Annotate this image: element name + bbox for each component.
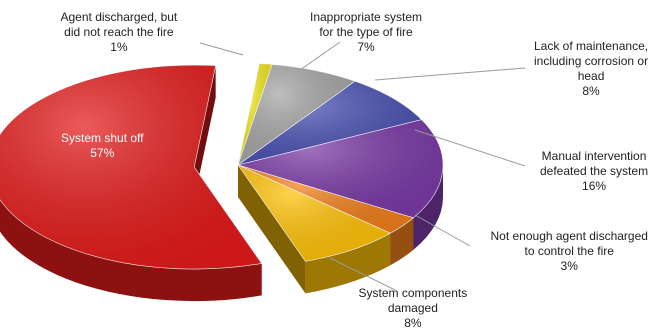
slice-label-value: 1%: [110, 40, 128, 54]
slice-label-name: Lack of maintenance,: [534, 39, 649, 53]
slice-label: Manual intervention defeated the system 16…: [540, 149, 648, 194]
slice-shine: [238, 81, 422, 165]
slice-label-value: 57%: [90, 146, 115, 160]
slice-label-name: Not enough agent discharged: [490, 229, 648, 243]
slice-outer-wall: [0, 199, 262, 302]
slice-label-name: including corrosion or: [534, 54, 649, 68]
slice-shine: [238, 165, 391, 262]
slice-label-value: 3%: [560, 259, 578, 273]
slice-label-name: did not reach the fire: [64, 25, 174, 39]
slice-label: Inappropriate system for the type of fire…: [310, 10, 422, 55]
slice-label: Not enough agent discharged to control th…: [491, 229, 648, 274]
slice-label-name: System components: [358, 286, 468, 300]
leader-line: [199, 42, 244, 56]
slice-side-face: [238, 165, 306, 294]
slice-label-value: 8%: [582, 84, 600, 98]
leader-line: [374, 67, 526, 81]
slice-label-name: Agent discharged, but: [60, 10, 178, 24]
slice-label: Lack of maintenance, including corrosion …: [534, 39, 648, 99]
slice-outer-wall: [390, 217, 414, 266]
slice-label-name: defeated the system: [540, 164, 649, 178]
slice-label-name: for the type of fire: [319, 25, 413, 39]
slice-label-value: 16%: [582, 179, 607, 193]
slice-label-name: to control the fire: [524, 244, 614, 258]
slice-outer-wall: [305, 233, 391, 294]
slice-label-name: Manual intervention: [541, 149, 647, 163]
slice-shine: [238, 119, 443, 218]
slice-label-value: 7%: [357, 40, 375, 54]
leader-line: [329, 257, 396, 291]
leader-line: [414, 129, 526, 167]
slice-label-name: Inappropriate system: [310, 10, 423, 24]
slice-label-name: head: [577, 69, 605, 83]
slice-label: System shut off 57%: [61, 131, 143, 161]
slice-outer-wall: [413, 165, 443, 250]
leader-line: [414, 214, 471, 247]
slice-label: System components damaged 8%: [359, 286, 468, 331]
slice-label-name: System shut off: [61, 131, 144, 145]
slice-label-value: 8%: [404, 316, 422, 330]
slice-shine: [0, 65, 262, 270]
slice-shine: [238, 165, 414, 234]
slice-shine: [238, 64, 355, 165]
slice-label-name: damaged: [387, 301, 438, 315]
leader-line: [299, 41, 341, 71]
slice-label: Agent discharged, but did not reach the f…: [61, 10, 178, 55]
slice-side-face: [194, 65, 216, 200]
